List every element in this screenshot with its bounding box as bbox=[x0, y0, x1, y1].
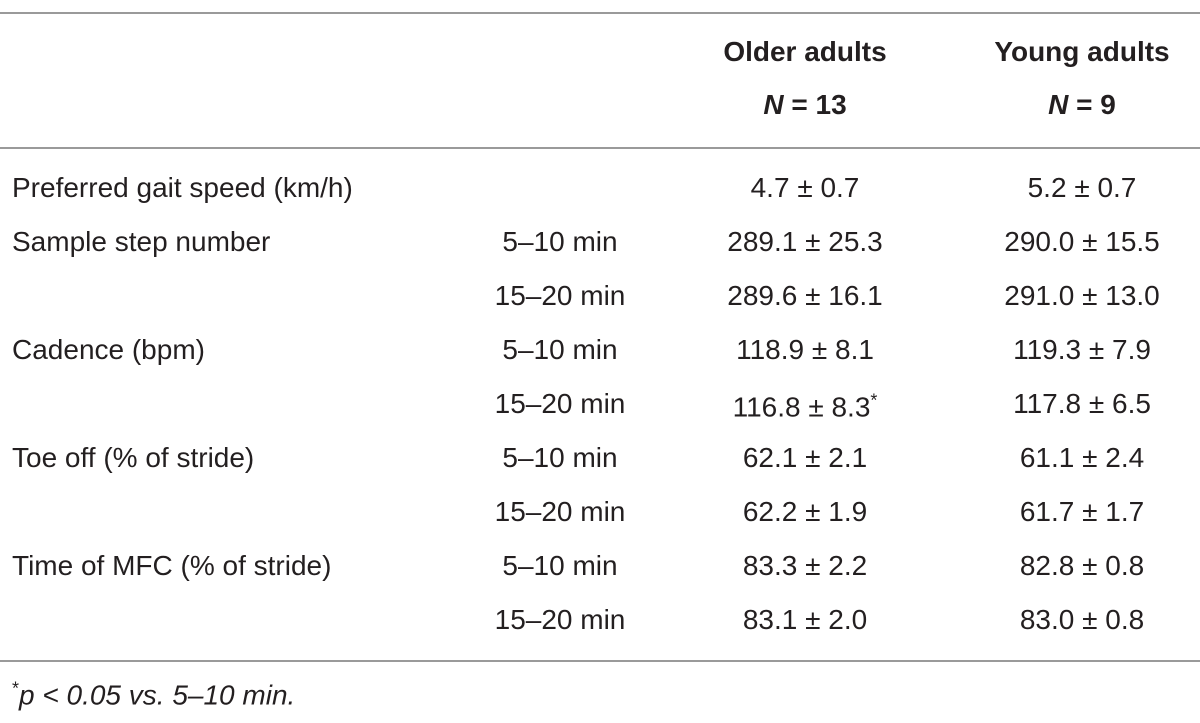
older-value: 116.8 ± 8.3* bbox=[733, 383, 878, 424]
column-n: N = 9 bbox=[1048, 88, 1116, 122]
n-value: = 9 bbox=[1076, 89, 1116, 120]
header-rule bbox=[0, 147, 1200, 149]
value: 83.3 ± 2.2 bbox=[742, 550, 868, 581]
older-value: 62.2 ± 1.9 bbox=[743, 495, 867, 529]
value: 116.8 ± 8.3 bbox=[732, 391, 871, 423]
n-symbol: N bbox=[1048, 89, 1069, 120]
older-value: 83.1 ± 2.0 bbox=[743, 603, 867, 637]
row-label: Time of MFC (% of stride) bbox=[12, 550, 332, 581]
column-title: Older adults bbox=[723, 36, 887, 67]
young-value: 117.8 ± 6.5 bbox=[1013, 388, 1151, 419]
top-rule bbox=[0, 12, 1200, 14]
column-title: Young adults bbox=[994, 36, 1170, 67]
value: 62.2 ± 1.9 bbox=[742, 496, 868, 527]
older-value: 118.9 ± 8.1 bbox=[736, 333, 874, 367]
row-label: Toe off (% of stride) bbox=[12, 442, 255, 473]
young-value: 5.2 ± 0.7 bbox=[1027, 172, 1137, 203]
row-time: 15–20 min bbox=[494, 280, 626, 311]
row-time: 15–20 min bbox=[494, 496, 626, 527]
value: 289.1 ± 25.3 bbox=[727, 226, 883, 257]
older-value: 289.1 ± 25.3 bbox=[727, 225, 883, 259]
row-time: 5–10 min bbox=[502, 226, 618, 257]
row-label: Preferred gait speed (km/h) bbox=[12, 172, 353, 203]
older-value: 62.1 ± 2.1 bbox=[743, 441, 867, 475]
value: 4.7 ± 0.7 bbox=[750, 172, 860, 203]
footnote-text: p < 0.05 vs. 5–10 min. bbox=[19, 679, 296, 711]
young-value: 61.1 ± 2.4 bbox=[1019, 442, 1145, 473]
bottom-rule bbox=[0, 660, 1200, 662]
n-value: = 13 bbox=[791, 89, 847, 120]
older-value: 289.6 ± 16.1 bbox=[727, 279, 883, 313]
row-time: 15–20 min bbox=[494, 388, 626, 419]
row-time: 5–10 min bbox=[502, 550, 618, 581]
older-value: 4.7 ± 0.7 bbox=[751, 171, 860, 205]
value: 289.6 ± 16.1 bbox=[727, 280, 883, 311]
row-time: 5–10 min bbox=[502, 442, 618, 473]
young-value: 82.8 ± 0.8 bbox=[1019, 550, 1145, 581]
row-label: Sample step number bbox=[12, 226, 271, 257]
young-value: 290.0 ± 15.5 bbox=[1004, 226, 1160, 257]
young-value: 83.0 ± 0.8 bbox=[1019, 604, 1145, 635]
footnote-mark: * bbox=[12, 678, 20, 699]
value: 62.1 ± 2.1 bbox=[742, 442, 868, 473]
value: 118.9 ± 8.1 bbox=[736, 334, 874, 365]
row-time: 15–20 min bbox=[494, 604, 626, 635]
column-n: N = 13 bbox=[763, 88, 846, 122]
footnote-mark: * bbox=[870, 390, 878, 411]
footnote: *p < 0.05 vs. 5–10 min. bbox=[12, 671, 295, 712]
young-value: 119.3 ± 7.9 bbox=[1013, 334, 1151, 365]
row-label: Cadence (bpm) bbox=[12, 334, 205, 365]
value: 83.1 ± 2.0 bbox=[742, 604, 868, 635]
young-value: 61.7 ± 1.7 bbox=[1019, 496, 1145, 527]
n-symbol: N bbox=[763, 89, 784, 120]
young-value: 291.0 ± 13.0 bbox=[1004, 280, 1160, 311]
older-value: 83.3 ± 2.2 bbox=[743, 549, 867, 583]
row-time: 5–10 min bbox=[502, 334, 618, 365]
